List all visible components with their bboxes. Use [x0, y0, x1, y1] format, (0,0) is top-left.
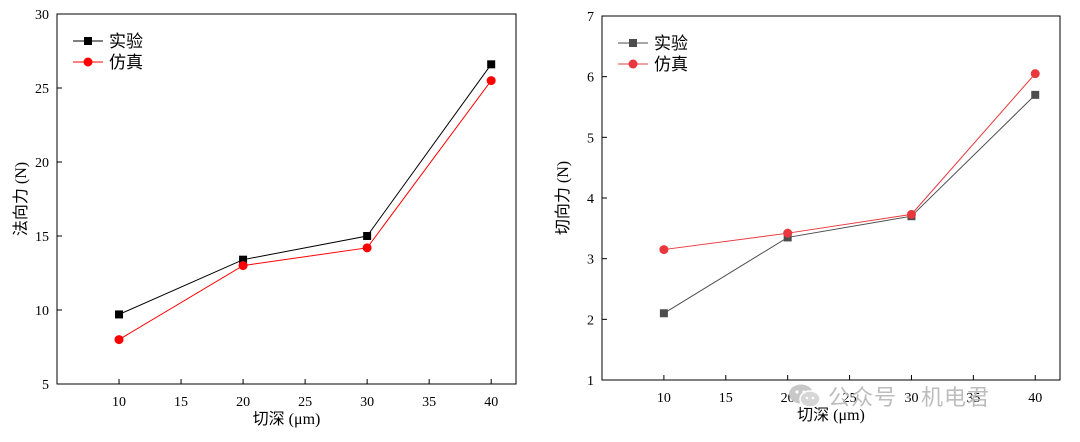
legend-marker-square [84, 37, 92, 45]
y-tick-label: 2 [587, 313, 594, 328]
x-tick-label: 40 [1028, 391, 1042, 406]
data-point-square [1031, 90, 1040, 99]
data-point-circle [114, 335, 124, 345]
data-point-circle [783, 228, 793, 238]
series-line-2 [118, 80, 492, 341]
legend-label: 仿真 [109, 53, 143, 72]
legend-label: 实验 [654, 34, 688, 53]
y-tick-label: 20 [35, 156, 49, 171]
legend-label: 仿真 [654, 55, 688, 74]
data-point-circle [659, 245, 669, 255]
x-tick-label: 40 [484, 395, 498, 410]
y-tick-label: 5 [42, 378, 49, 393]
x-tick-label: 10 [657, 391, 671, 406]
x-axis-label: 切深 (μm) [797, 406, 865, 424]
legend-marker-square [629, 39, 637, 47]
wechat-logo-icon [788, 383, 822, 409]
x-tick-label: 25 [298, 395, 312, 410]
x-tick-label: 35 [422, 395, 436, 410]
series-line-1 [663, 94, 1036, 314]
y-tick-label: 10 [35, 304, 49, 319]
x-tick-label: 10 [112, 395, 126, 410]
data-point-square [659, 309, 668, 318]
y-tick-label: 1 [587, 374, 594, 389]
normal-force-chart: 10 15 20 25 30 35 40 5 10 15 20 25 30 切深 (μm) 法向力 (N) 实… [12, 8, 517, 428]
x-tick-label: 25 [843, 391, 857, 406]
watermark-text: 公众号 · 机电君 [828, 386, 990, 411]
data-point-circle [362, 243, 372, 253]
data-point-circle [486, 76, 496, 86]
data-point-square [239, 255, 248, 264]
x-tick-label: 15 [174, 395, 188, 410]
plot-frame [56, 13, 517, 385]
data-point-square [363, 232, 372, 240]
legend-label: 实验 [109, 32, 143, 51]
y-tick-label: 6 [587, 71, 594, 86]
data-point-square [115, 310, 124, 319]
x-tick-label: 15 [719, 391, 733, 406]
legend-marker-circle [628, 59, 638, 69]
y-tick-label: 3 [587, 253, 594, 268]
watermark: 公众号 · 机电君 [788, 380, 990, 412]
x-tick-label: 30 [904, 391, 918, 406]
data-point-square [487, 60, 496, 69]
y-axis-label: 切向力 (N) [554, 161, 572, 235]
y-tick-label: 30 [35, 8, 49, 23]
y-tick-label: 4 [587, 192, 594, 207]
x-tick-label: 30 [360, 395, 374, 410]
y-tick-label: 15 [35, 230, 49, 245]
x-axis-label: 切深 (μm) [253, 410, 321, 428]
x-tick-label: 35 [966, 391, 980, 406]
y-tick-label: 5 [587, 131, 594, 146]
data-point-circle [238, 261, 248, 271]
y-tick-label: 7 [587, 10, 594, 25]
y-tick-label: 25 [35, 82, 49, 97]
series-line-2 [663, 73, 1036, 251]
data-point-circle [1030, 69, 1040, 79]
x-tick-label: 20 [236, 395, 250, 410]
series-line-1 [118, 64, 492, 315]
data-point-circle [906, 209, 916, 219]
legend-marker-circle [83, 57, 93, 67]
y-axis-label: 法向力 (N) [12, 162, 30, 236]
